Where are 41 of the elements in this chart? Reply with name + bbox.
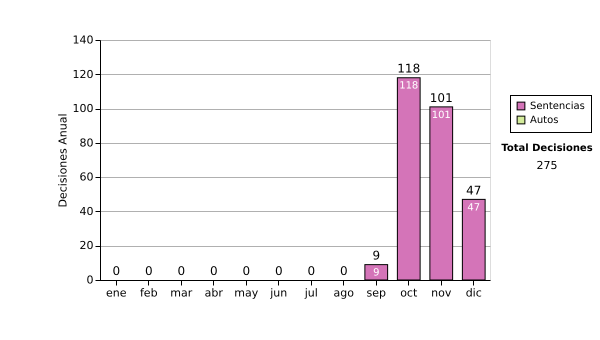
y-tick-label: 140 xyxy=(72,34,94,46)
x-tick-label: ago xyxy=(334,286,354,300)
total-label: 0 xyxy=(177,264,186,278)
y-tick-label: 100 xyxy=(72,102,94,116)
total-label: 101 xyxy=(430,90,453,105)
data-label: 118 xyxy=(399,80,418,92)
total-label: 0 xyxy=(274,264,283,278)
legend-label: Sentencias xyxy=(530,101,585,112)
total-label: 0 xyxy=(112,264,120,278)
x-tick-label: mar xyxy=(170,286,193,300)
y-tick-label: 60 xyxy=(80,170,94,184)
total-label: 0 xyxy=(210,264,218,278)
total-label: 0 xyxy=(242,264,250,278)
total-label: 9 xyxy=(372,248,380,263)
total-label: 0 xyxy=(307,264,316,278)
total-label: 47 xyxy=(466,183,482,198)
x-tick-label: abr xyxy=(204,286,224,300)
y-axis-title: Decisiones Anual xyxy=(56,113,70,208)
x-tick-label: sep xyxy=(366,286,386,300)
data-label: 101 xyxy=(432,110,451,121)
text: 275 xyxy=(536,159,558,172)
total-label: 0 xyxy=(340,264,348,278)
text: Total Decisiones xyxy=(501,143,593,154)
total-label: 118 xyxy=(397,62,420,76)
x-tick-label: nov xyxy=(431,286,452,300)
x-tick-label: feb xyxy=(140,286,158,300)
y-tick-label: 40 xyxy=(80,204,94,218)
x-tick-label: ene xyxy=(106,286,127,300)
y-tick-label: 120 xyxy=(72,68,94,81)
data-label: 47 xyxy=(467,202,480,214)
total-label: 0 xyxy=(144,264,153,278)
x-tick-label: jun xyxy=(269,286,288,300)
legend-label: Autos xyxy=(530,115,558,126)
y-tick-label: 0 xyxy=(86,274,94,286)
x-tick-label: dic xyxy=(466,286,482,300)
y-tick-label: 20 xyxy=(80,239,94,252)
x-tick-label: may xyxy=(234,286,259,300)
y-tick-label: 80 xyxy=(80,136,94,150)
x-tick-label: jul xyxy=(304,286,318,300)
data-label: 9 xyxy=(373,268,380,279)
x-tick-label: oct xyxy=(400,286,418,300)
